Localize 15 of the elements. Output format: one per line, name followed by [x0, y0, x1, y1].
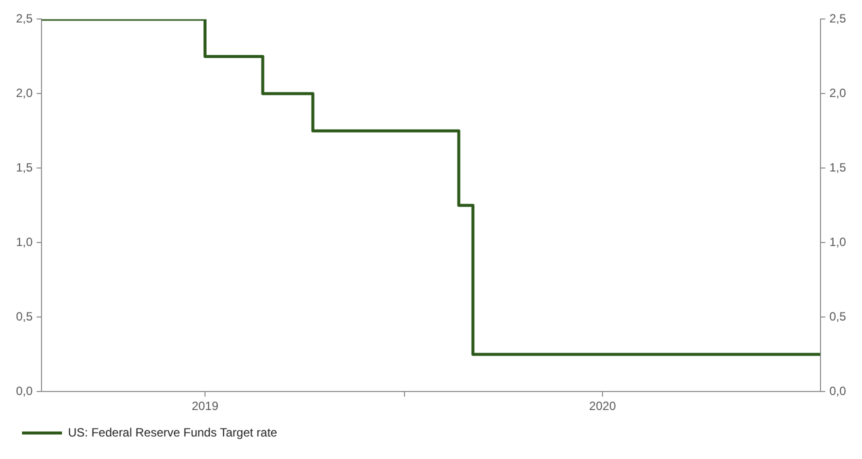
y2-tick-label: 1,5 [829, 160, 846, 174]
y2-tick-label: 0,0 [829, 384, 846, 398]
x-tick-label: 2020 [589, 399, 616, 414]
y2-tick-label: 0,5 [829, 309, 846, 324]
y-tick-label: 0,0 [16, 384, 33, 398]
y-tick-label: 1,0 [16, 234, 33, 249]
y-tick-label: 0,5 [16, 309, 33, 324]
y-tick-label: 2,5 [16, 12, 33, 26]
y2-tick-label: 1,0 [829, 234, 846, 249]
y-tick-label: 1,5 [16, 160, 33, 174]
y2-tick-label: 2,0 [829, 86, 846, 100]
legend-label: US: Federal Reserve Funds Target rate [68, 425, 278, 440]
y2-tick-label: 2,5 [829, 12, 846, 26]
y-tick-label: 2,0 [16, 86, 33, 100]
x-tick-label: 2019 [192, 399, 219, 414]
